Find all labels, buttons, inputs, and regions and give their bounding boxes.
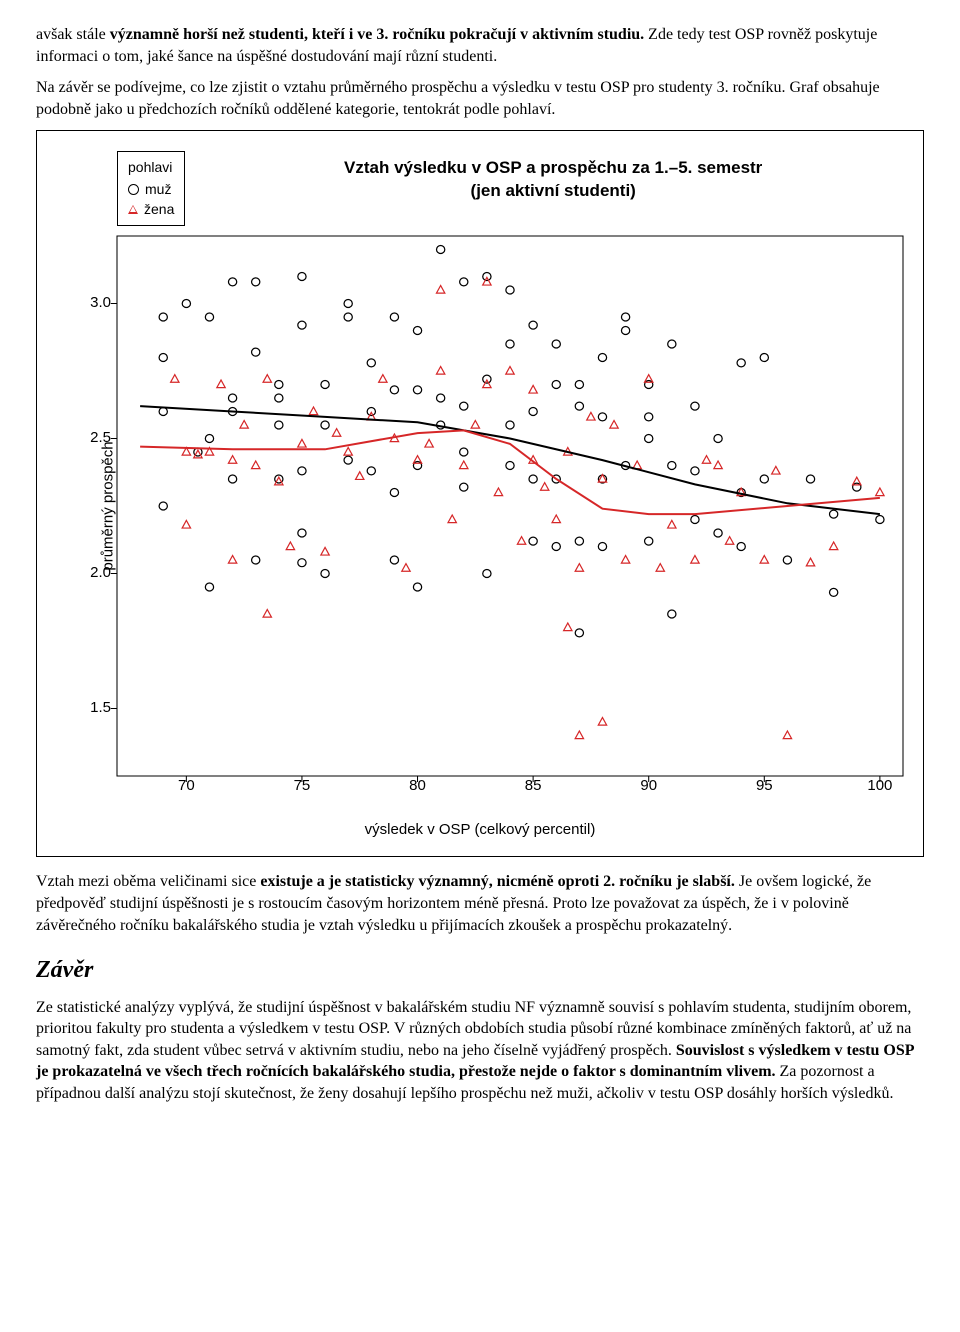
x-tick-label: 100 <box>867 776 892 796</box>
text: Vztah mezi oběma veličinami sice <box>36 873 260 890</box>
x-tick-row: 70 75 80 85 90 95 100 <box>117 776 903 796</box>
triangle-marker-icon <box>128 205 138 214</box>
x-tick-label: 80 <box>409 776 426 796</box>
plot-area: průměrný prospěch 1.5 2.0 2.5 3.0 <box>57 236 903 776</box>
chart-title-line1: Vztah výsledku v OSP a prospěchu za 1.–5… <box>203 157 903 180</box>
chart-header: pohlavi muž žena Vztah výsledku v OSP a … <box>117 151 903 226</box>
chart-title-line2: (jen aktivní studenti) <box>203 180 903 203</box>
chart-container: pohlavi muž žena Vztah výsledku v OSP a … <box>36 130 924 857</box>
after-chart-paragraph: Vztah mezi oběma veličinami sice existuj… <box>36 871 924 936</box>
y-tick-label: 1.5 <box>90 699 111 719</box>
x-tick-label: 85 <box>525 776 542 796</box>
plot-box <box>117 236 903 776</box>
legend-label: žena <box>144 200 174 220</box>
legend-item-zena: žena <box>128 200 174 220</box>
intro-paragraph-2: Na závěr se podívejme, co lze zjistit o … <box>36 77 924 120</box>
text: avšak stále <box>36 26 110 43</box>
intro-paragraph-1: avšak stále významně horší než studenti,… <box>36 24 924 67</box>
y-axis-label-cell: průměrný prospěch <box>57 236 81 776</box>
y-tick-label: 2.0 <box>90 564 111 584</box>
x-tick-label: 95 <box>756 776 773 796</box>
legend-item-muz: muž <box>128 180 174 200</box>
conclusion-heading: Závěr <box>36 954 924 986</box>
conclusion-paragraph: Ze statistické analýzy vyplývá, že studi… <box>36 997 924 1105</box>
legend-label: muž <box>145 180 171 200</box>
legend-title: pohlavi <box>128 158 174 178</box>
chart-legend: pohlavi muž žena <box>117 151 185 226</box>
x-tick-label: 75 <box>294 776 311 796</box>
x-tick-label: 70 <box>178 776 195 796</box>
chart-title: Vztah výsledku v OSP a prospěchu za 1.–5… <box>203 151 903 203</box>
x-tick-label: 90 <box>640 776 657 796</box>
x-axis-label: výsledek v OSP (celkový percentil) <box>57 820 903 840</box>
y-tick-column: 1.5 2.0 2.5 3.0 <box>81 236 117 776</box>
y-tick-label: 2.5 <box>90 429 111 449</box>
y-tick-label: 3.0 <box>90 294 111 314</box>
text-bold: významně horší než studenti, kteří i ve … <box>110 26 644 43</box>
text-bold: existuje a je statisticky významný, nicm… <box>260 873 735 890</box>
circle-marker-icon <box>128 184 139 195</box>
scatter-plot <box>117 236 903 776</box>
